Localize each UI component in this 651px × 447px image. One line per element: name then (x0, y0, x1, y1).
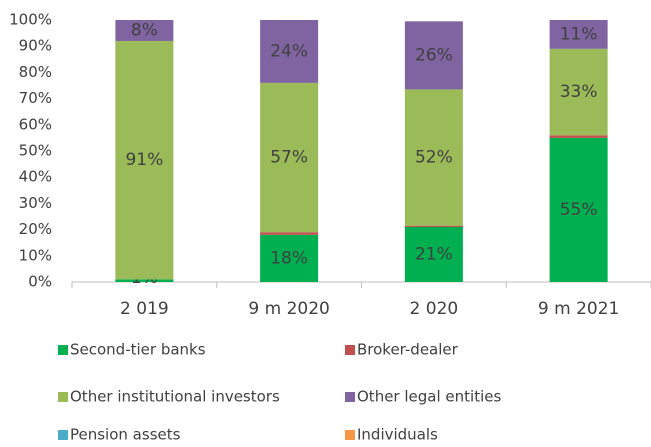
legend-label: Broker-dealer (357, 341, 459, 359)
legend-label: Pension assets (70, 426, 181, 444)
legend-swatch (58, 345, 68, 355)
data-label: 11% (560, 24, 598, 44)
bar-segment (260, 82, 319, 233)
bar-segment (260, 234, 319, 282)
bar-segment (549, 48, 608, 136)
y-tick-label: 60% (19, 115, 52, 133)
x-tick-label: 2 019 (120, 299, 169, 319)
x-tick-label: 9 m 2020 (248, 299, 329, 319)
bar-segment (549, 137, 608, 282)
bar-segment (260, 232, 319, 235)
bar-segment (115, 40, 174, 280)
y-tick-label: 70% (19, 89, 52, 107)
x-tick-label: 9 m 2021 (538, 299, 619, 319)
y-tick-label: 30% (19, 194, 52, 212)
y-tick-label: 80% (19, 63, 52, 81)
data-label: 91% (125, 150, 163, 170)
legend-label: Second-tier banks (70, 341, 206, 359)
bar-segment (549, 20, 608, 49)
bar-segment (549, 135, 608, 138)
y-tick-label: 90% (19, 37, 52, 55)
data-label: 33% (560, 82, 598, 102)
bar-segment (404, 89, 463, 226)
data-label: 24% (270, 41, 308, 61)
y-tick-label: 50% (19, 142, 52, 160)
legend-label: Other legal entities (357, 388, 501, 406)
x-tick-label: 2 020 (410, 299, 459, 319)
bar-segment (404, 225, 463, 227)
y-tick-label: 20% (19, 220, 52, 238)
legend-swatch (345, 392, 355, 402)
legend-label: Individuals (357, 426, 438, 444)
legend-swatch (345, 345, 355, 355)
y-tick-label: 10% (19, 246, 52, 264)
data-label: 55% (560, 200, 598, 220)
data-label: 57% (270, 148, 308, 168)
y-tick-label: 40% (19, 168, 52, 186)
legend-swatch (345, 430, 355, 440)
legend-swatch (58, 430, 68, 440)
data-label: 8% (131, 20, 158, 40)
data-label: 26% (415, 45, 453, 65)
data-label: 18% (270, 248, 308, 268)
bar-segment (115, 20, 174, 41)
legend-swatch (58, 392, 68, 402)
bar-segment (404, 226, 463, 282)
bar-segment (115, 279, 174, 282)
legend-label: Other institutional investors (70, 388, 280, 406)
data-label: 21% (415, 244, 453, 264)
y-tick-label: 0% (28, 273, 52, 291)
data-label: 52% (415, 148, 453, 168)
bar-segment (260, 20, 319, 83)
bar-segment (404, 21, 463, 90)
y-tick-label: 100% (9, 11, 52, 29)
